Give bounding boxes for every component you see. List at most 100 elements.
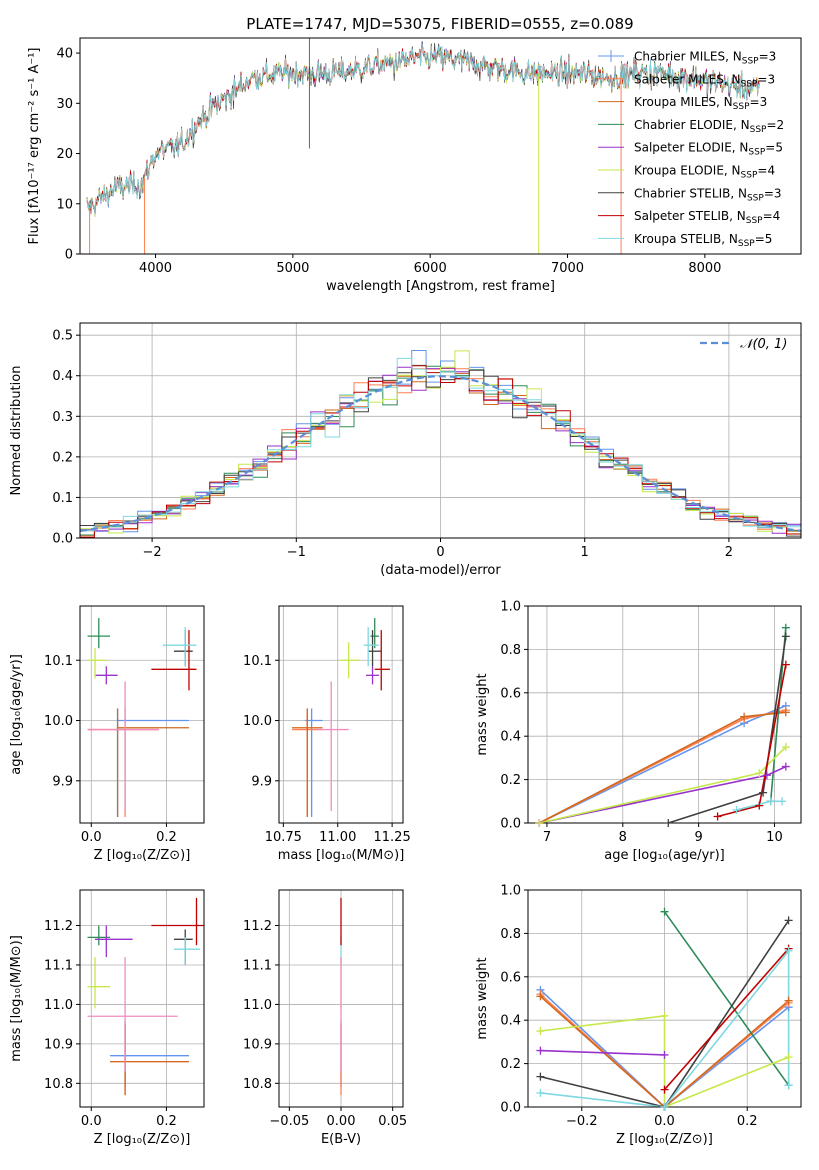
- weight-marker: [713, 812, 722, 821]
- errorbar-point: [173, 929, 193, 965]
- legend-label: Kroupa STELIB, NSSP=5: [634, 232, 772, 249]
- legend-label-main: Kroupa STELIB, N: [634, 232, 738, 246]
- y-tick-label: 10.9: [243, 1037, 272, 1052]
- y-tick-label: 0.2: [52, 450, 73, 465]
- y-tick-label: 1.0: [500, 884, 521, 899]
- y-tick-label: 0.2: [500, 773, 521, 788]
- weight-marker: [781, 743, 790, 752]
- plot-area-z_vs_age: [87, 618, 197, 817]
- y-tick-label: 11.1: [44, 958, 73, 973]
- legend-label-tail: =2: [766, 118, 784, 132]
- errorbar-point: [368, 630, 382, 667]
- errorbar-point: [173, 937, 201, 965]
- legend-label-tail: =3: [759, 50, 777, 64]
- weight-line: [668, 636, 787, 823]
- legend-label-main: Salpeter MILES, N: [634, 72, 741, 86]
- panel-z_vs_mass: 0.0 0.2 10.8 10.9 11.0 11.1 11.2 Z [log₁₀(Z/Z⊙)…: [9, 889, 205, 1147]
- legend-label-tail: =3: [764, 186, 782, 200]
- weight-marker: [536, 1072, 545, 1081]
- y-tick-label: 10: [56, 197, 73, 212]
- y-tick-label: 0.6: [500, 686, 521, 701]
- weight-marker: [660, 907, 669, 916]
- weight-marker: [778, 797, 787, 806]
- x-tick-label: 9: [694, 830, 702, 845]
- legend-label-sub: SSP: [733, 102, 750, 112]
- weight-marker: [781, 660, 790, 669]
- y-tick-label: 0.0: [52, 532, 73, 547]
- y-tick-label: 30: [56, 97, 73, 112]
- weight-line: [539, 993, 790, 1107]
- weight-line: [540, 1049, 665, 1056]
- legend-label: Chabrier STELIB, NSSP=3: [634, 186, 782, 203]
- x-axis-label: Z [log₁₀(Z/Z⊙)]: [94, 848, 191, 863]
- panel-residuals: −2 −1 0 1 2 0.0 0.1 0.2 0.3 0.4 0.5 (data-model)/er…: [9, 322, 802, 578]
- errorbar-point: [110, 1024, 189, 1096]
- spectrum-title: PLATE=1747, MJD=53075, FIBERID=0555, z=0…: [246, 15, 633, 33]
- weight-line: [539, 705, 787, 823]
- legend-label-main: Chabrier ELODIE, N: [634, 118, 750, 132]
- x-tick-label: 0.0: [81, 830, 102, 845]
- weight-line: [540, 1014, 789, 1107]
- y-axis-label: mass weight: [475, 957, 490, 1039]
- axes-frame: [79, 889, 205, 1108]
- y-tick-label: 1.0: [500, 600, 521, 615]
- legend-label-tail: =3: [757, 72, 775, 86]
- weight-marker: [740, 712, 749, 721]
- legend-label-main: Kroupa MILES, N: [634, 95, 733, 109]
- y-tick-label: 11.1: [243, 958, 272, 973]
- x-tick-label: 7000: [551, 261, 584, 276]
- x-tick-label: −2: [143, 545, 162, 560]
- weight-marker: [784, 1053, 793, 1062]
- y-axis-label: Normed distribution: [9, 366, 24, 496]
- plot-area-spectrum: [86, 38, 760, 254]
- normal-curve: [80, 375, 801, 532]
- x-axis-label: age [log₁₀(age/yr)]: [604, 848, 725, 863]
- errorbar-point: [315, 681, 349, 811]
- errorbar-point: [370, 618, 380, 649]
- weight-line: [663, 948, 790, 1091]
- weight-marker: [536, 1046, 545, 1055]
- x-tick-label: −0.05: [269, 1114, 309, 1129]
- errorbar-point: [95, 925, 133, 958]
- errorbar-point: [87, 957, 111, 1009]
- x-tick-label: 1: [581, 545, 589, 560]
- weight-marker: [766, 797, 775, 806]
- axes-frame: [79, 37, 802, 255]
- x-tick-label: −0.2: [566, 1114, 598, 1129]
- errorbar-point: [366, 666, 380, 685]
- plot-area-mass_vs_age: [292, 618, 390, 817]
- legend-label-main: Salpeter ELODIE, N: [634, 141, 748, 155]
- weight-marker: [784, 1081, 793, 1090]
- errorbar-point: [87, 618, 111, 649]
- y-tick-label: 0.4: [52, 369, 73, 384]
- x-tick-label: 0.2: [737, 1114, 758, 1129]
- y-axis-label: mass weight: [475, 673, 490, 755]
- legend-label: Salpeter STELIB, NSSP=4: [634, 209, 780, 226]
- x-tick-label: 0.0: [654, 1114, 675, 1129]
- y-tick-label: 0.4: [500, 730, 521, 745]
- panel-ebv_vs_mass: −0.05 0.00 0.05 10.8 10.9 11.0 11.1 11.2 E(B-V): [243, 889, 407, 1147]
- x-tick-label: 8000: [688, 261, 721, 276]
- weight-marker: [784, 946, 793, 955]
- x-axis-label: mass [log₁₀(M/M⊙)]: [278, 848, 405, 863]
- x-tick-label: 11.00: [319, 830, 356, 845]
- x-tick-label: 7: [543, 830, 551, 845]
- y-tick-label: 0.0: [500, 817, 521, 832]
- panel-z_vs_age: 0.0 0.2 9.9 10.0 10.1 Z [log₁₀(Z/Z⊙)] age [log…: [9, 605, 205, 863]
- residual-legend: 𝒩(0, 1): [700, 337, 787, 352]
- x-tick-label: 2: [725, 545, 733, 560]
- errorbar-point: [374, 630, 390, 691]
- errorbar-point: [110, 1024, 189, 1096]
- x-tick-label: 0.2: [156, 830, 177, 845]
- legend-label: Salpeter ELODIE, NSSP=5: [634, 141, 783, 158]
- errorbar-point: [87, 648, 107, 679]
- legend-label-sub: SSP: [741, 171, 758, 181]
- legend-label-main: Salpeter STELIB, N: [634, 209, 746, 223]
- x-tick-label: 0.00: [327, 1114, 356, 1129]
- weight-marker: [536, 1088, 545, 1097]
- errorbar-point: [116, 708, 189, 817]
- x-axis-label: Z [log₁₀(Z/Z⊙)]: [94, 1132, 191, 1147]
- weight-marker: [781, 632, 790, 641]
